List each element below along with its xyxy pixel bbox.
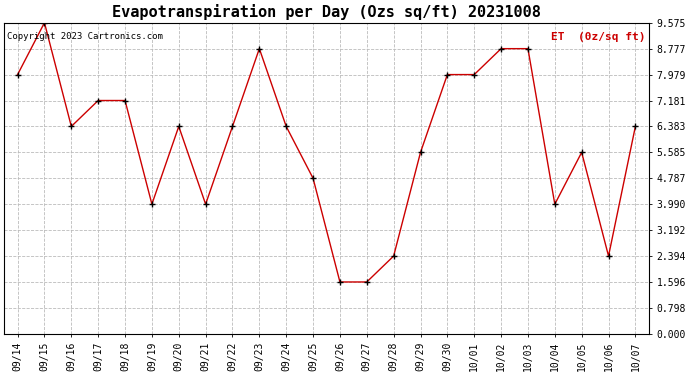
Title: Evapotranspiration per Day (Ozs sq/ft) 20231008: Evapotranspiration per Day (Ozs sq/ft) 2… — [112, 4, 541, 20]
Text: ET  (0z/sq ft): ET (0z/sq ft) — [551, 32, 646, 42]
Text: Copyright 2023 Cartronics.com: Copyright 2023 Cartronics.com — [8, 32, 164, 41]
